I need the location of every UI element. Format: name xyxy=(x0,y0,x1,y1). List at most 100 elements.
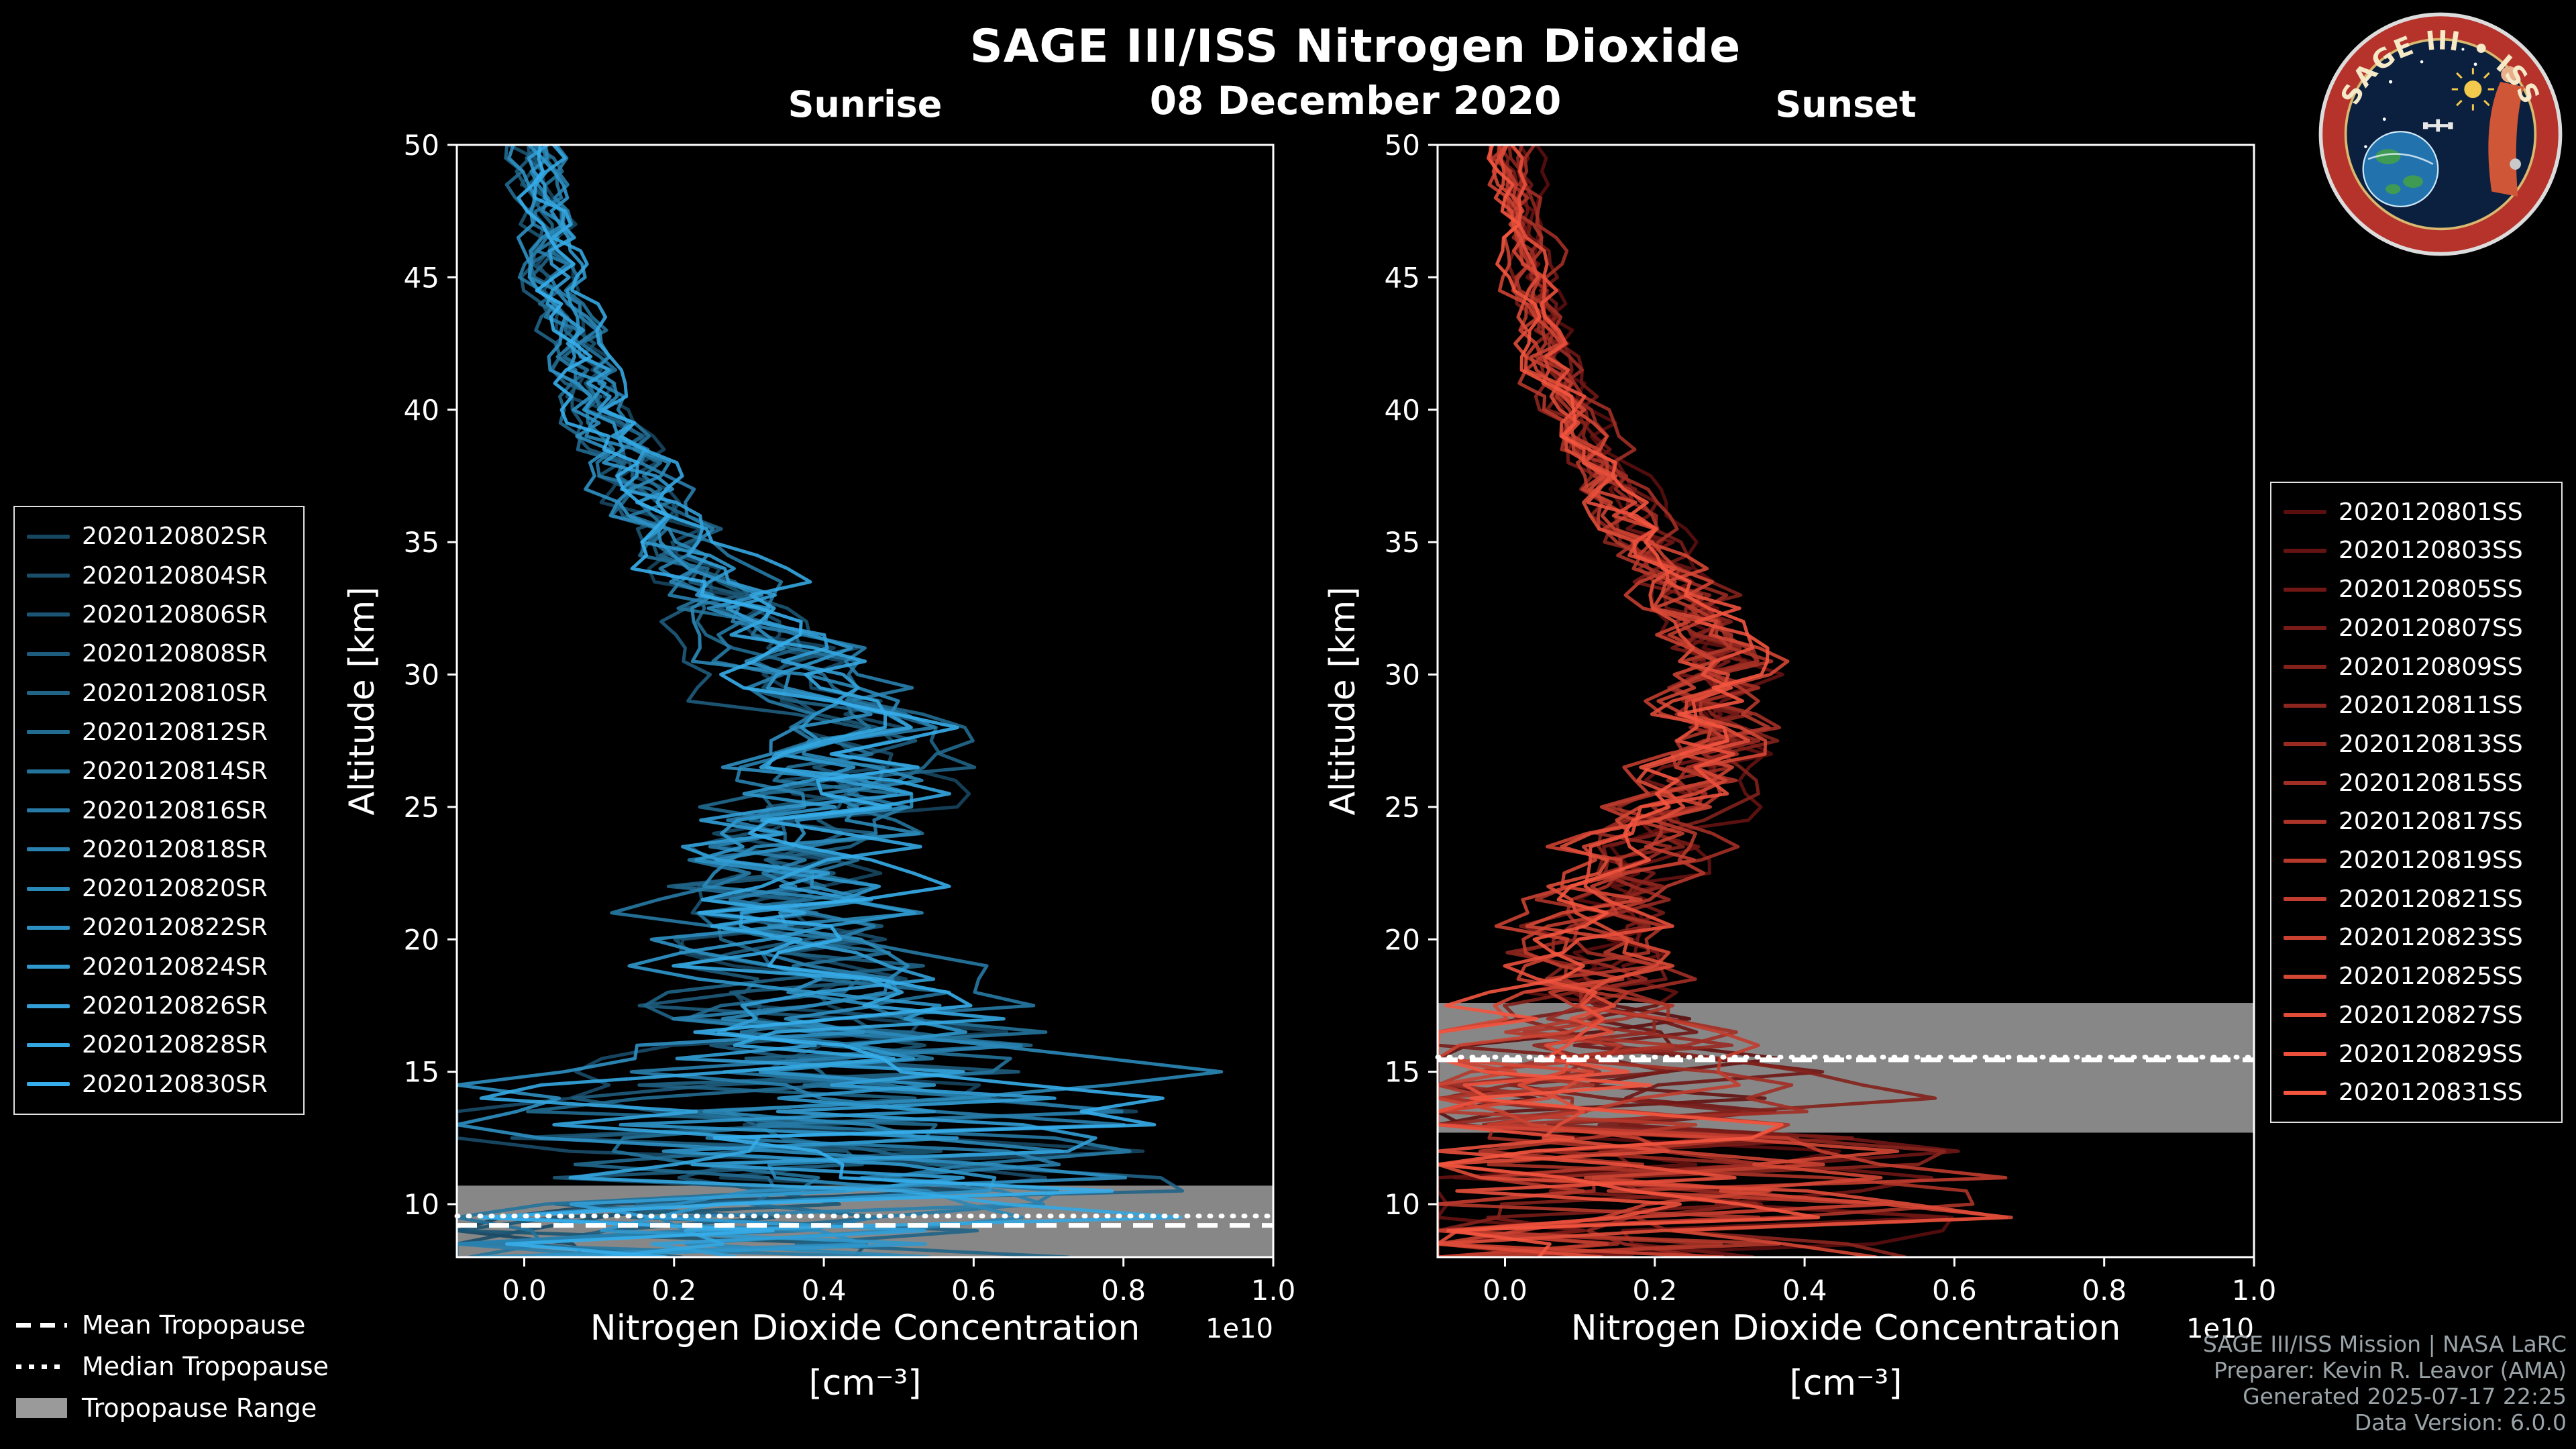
sunrise-profile-2020120826SR xyxy=(527,145,1097,1257)
sunrise-profile-2020120828SR xyxy=(479,145,1183,1257)
legend-swatch xyxy=(27,534,70,539)
legend-label: 2020120806SR xyxy=(82,600,268,629)
sunset-axis-offset-text: 1e10 xyxy=(2186,1313,2254,1344)
legend-item-2020120804SR: 2020120804SR xyxy=(27,562,291,590)
legend-swatch xyxy=(27,808,70,812)
credits-preparer: Preparer: Kevin R. Leavor (AMA) xyxy=(2214,1357,2567,1383)
legend-label: 2020120815SS xyxy=(2339,769,2523,797)
sunset-panel: 0.0 0.2 0.4 0.6 0.8 1.0 10 15 20 25 30 35 40 45 50 1e10 xyxy=(1385,129,2277,1344)
sunset-ytick-label: 40 xyxy=(1385,394,1420,427)
legend-swatch xyxy=(2284,1013,2326,1018)
legend-label: 2020120819SS xyxy=(2339,847,2523,875)
legend-item-2020120827SS: 2020120827SS xyxy=(2284,1002,2549,1029)
sunrise-axes-border xyxy=(455,144,1275,1258)
figure-title: SAGE III/ISS Nitrogen Dioxide xyxy=(969,20,1741,73)
legend-swatch xyxy=(2284,935,2326,940)
sunrise-xtick-label: 0.0 xyxy=(502,1274,547,1307)
sunset-ytick-label: 15 xyxy=(1385,1056,1420,1089)
sunrise-xtick-label: 1.0 xyxy=(1251,1274,1296,1307)
legend-swatch xyxy=(2284,587,2326,592)
legend-item-2020120830SR: 2020120830SR xyxy=(27,1071,291,1098)
sunset-x-axis-label: Nitrogen Dioxide Concentration xyxy=(1570,1308,2121,1348)
sunrise-ytick-label: 10 xyxy=(404,1188,439,1221)
sunrise-legend: 2020120802SR 2020120804SR 2020120806SR 2020… xyxy=(13,506,305,1115)
legend-label: 2020120807SS xyxy=(2339,614,2523,642)
legend-item-2020120818SR: 2020120818SR xyxy=(27,836,291,863)
legend-swatch xyxy=(27,730,70,735)
sunset-xtick-label: 1.0 xyxy=(2232,1274,2277,1307)
sunrise-y-axis-label: Altitude [km] xyxy=(342,586,382,816)
legend-item-2020120829SS: 2020120829SS xyxy=(2284,1040,2549,1068)
sunrise-ytick-label: 30 xyxy=(404,659,439,692)
legend-swatch xyxy=(2284,742,2326,747)
legend-swatch xyxy=(27,847,70,852)
legend-item-2020120821SS: 2020120821SS xyxy=(2284,885,2549,913)
sunset-axes-border xyxy=(1436,144,2255,1258)
sunset-ytick-label: 20 xyxy=(1385,923,1420,956)
legend-swatch xyxy=(27,886,70,891)
legend-item-2020120826SR: 2020120826SR xyxy=(27,992,291,1020)
legend-swatch xyxy=(2284,665,2326,669)
legend-swatch xyxy=(27,1082,70,1087)
legend-item-2020120823SS: 2020120823SS xyxy=(2284,924,2549,951)
sunset-profile-lines xyxy=(1438,145,2013,1257)
sunset-xtick-label: 0.2 xyxy=(1632,1274,1677,1307)
legend-swatch xyxy=(2284,1052,2326,1057)
legend-label: 2020120827SS xyxy=(2339,1001,2523,1029)
credits-generated: Generated 2025-07-17 22:25 xyxy=(2243,1383,2567,1409)
sunrise-ytick-label: 35 xyxy=(404,526,439,559)
sunset-profile-2020120831SS xyxy=(1438,145,1821,1257)
legend-label: 2020120823SS xyxy=(2339,924,2523,952)
legend-label: 2020120826SR xyxy=(82,992,268,1020)
sunrise-ytick-label: 25 xyxy=(404,791,439,824)
legend-label: 2020120801SS xyxy=(2339,498,2523,526)
sunrise-ytick-label: 15 xyxy=(404,1056,439,1089)
sunset-xtick-label: 0.4 xyxy=(1782,1274,1827,1307)
legend-item-2020120816SR: 2020120816SR xyxy=(27,797,291,824)
sunrise-axis-ticks: 0.0 0.2 0.4 0.6 0.8 1.0 10 15 20 25 30 35 40 45 50 1e10 xyxy=(404,129,1296,1344)
legend-swatch xyxy=(27,1042,70,1047)
legend-label: 2020120811SS xyxy=(2339,692,2523,720)
legend-item-2020120805SS: 2020120805SS xyxy=(2284,576,2549,603)
sunrise-ytick-label: 50 xyxy=(404,129,439,162)
legend-item-2020120819SS: 2020120819SS xyxy=(2284,847,2549,874)
sunset-profile-2020120821SS xyxy=(1438,145,2008,1257)
sunset-profile-2020120829SS xyxy=(1438,145,1755,1257)
sunrise-xtick-label: 0.4 xyxy=(802,1274,847,1307)
legend-swatch xyxy=(27,612,70,617)
logo-moon xyxy=(2510,158,2521,170)
legend-swatch xyxy=(27,769,70,773)
credits-data-version: Data Version: 6.0.0 xyxy=(2354,1409,2567,1436)
legend-label: 2020120828SR xyxy=(82,1031,268,1059)
legend-swatch xyxy=(2284,548,2326,553)
legend-swatch xyxy=(2284,819,2326,824)
legend-label: 2020120808SR xyxy=(82,640,268,668)
sunset-ytick-label: 30 xyxy=(1385,659,1420,692)
legend-swatch xyxy=(27,651,70,656)
sunset-profile-2020120825SS xyxy=(1438,145,2013,1257)
legend-swatch xyxy=(2284,626,2326,631)
tropopause-range-legend-item: Tropopause Range xyxy=(16,1389,329,1428)
legend-label: 2020120830SR xyxy=(82,1070,268,1098)
legend-swatch xyxy=(2284,1090,2326,1095)
sunset-panel-title: Sunset xyxy=(1775,83,1917,125)
sunset-ytick-label: 45 xyxy=(1385,261,1420,294)
legend-item-2020120802SR: 2020120802SR xyxy=(27,523,291,550)
legend-item-2020120801SS: 2020120801SS xyxy=(2284,498,2549,526)
legend-label: 2020120829SS xyxy=(2339,1040,2523,1068)
legend-label: 2020120821SS xyxy=(2339,885,2523,913)
credits-mission: SAGE III/ISS Mission | NASA LaRC xyxy=(2202,1331,2567,1357)
sunset-ytick-label: 25 xyxy=(1385,791,1420,824)
sunrise-profile-2020120820SR xyxy=(527,145,1224,1257)
legend-swatch xyxy=(2284,781,2326,786)
legend-swatch xyxy=(27,574,70,578)
legend-item-2020120825SS: 2020120825SS xyxy=(2284,963,2549,990)
dotted-line-swatch xyxy=(16,1364,67,1369)
sage-iii-iss-logo: SAGE III • ISS xyxy=(2318,12,2563,256)
legend-item-2020120828SR: 2020120828SR xyxy=(27,1031,291,1059)
legend-item-2020120808SR: 2020120808SR xyxy=(27,640,291,667)
legend-label: 2020120812SR xyxy=(82,718,268,746)
legend-label: 2020120822SR xyxy=(82,914,268,942)
